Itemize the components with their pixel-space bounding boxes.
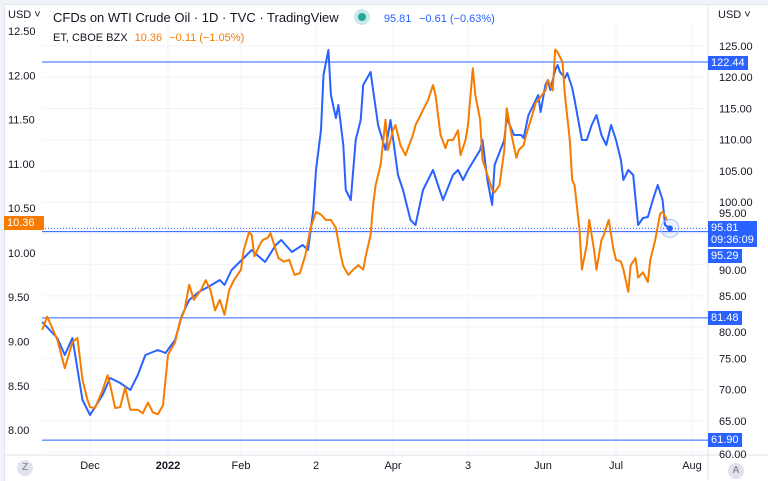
right-axis-tick: 100.00 [719, 197, 753, 209]
compare-change: −0.11 (−1.05%) [169, 32, 245, 44]
compare-symbol: ET, CBOE BZX [53, 32, 128, 44]
market-open-icon [358, 13, 367, 21]
left-currency-label: USD [8, 9, 32, 21]
time-axis-tick: 2 [313, 460, 319, 472]
left-axis-tick: 9.00 [8, 336, 29, 348]
left-last-price-badge: 10.36 [4, 216, 44, 230]
time-axis-tick: Apr [384, 460, 401, 472]
left-axis-tick: 10.50 [8, 203, 36, 215]
right-currency-select[interactable]: USD ˅ [718, 9, 751, 21]
left-axis-tick: 11.00 [8, 159, 35, 171]
right-axis-tick: 75.00 [719, 353, 747, 365]
time-axis-tick: 3 [465, 460, 471, 472]
time-axis-tick: 2022 [156, 460, 180, 472]
right-axis-tick: 125.00 [719, 41, 753, 53]
last-price-badge: 95.81 09:36:09 [708, 221, 757, 247]
right-axis-tick: 80.00 [719, 327, 747, 339]
chevron-down-icon: ˅ [31, 9, 41, 21]
symbol-title: CFDs on WTI Crude Oil · 1D · TVC · Tradi… [53, 10, 339, 25]
left-currency-select[interactable]: USD ˅ [8, 9, 41, 21]
right-axis-tick: 95.00 [719, 208, 747, 220]
time-axis-tick: Jun [534, 460, 552, 472]
time-axis-tick: Aug [682, 460, 702, 472]
left-axis-tick: 12.00 [8, 70, 36, 82]
right-axis-tick: 65.00 [719, 416, 747, 428]
right-axis-tick: 115.00 [719, 103, 752, 115]
last-price-dot [666, 225, 673, 232]
right-axis-tick: 120.00 [719, 72, 753, 84]
time-axis-tick: Jul [609, 460, 623, 472]
main-series-legend[interactable]: CFDs on WTI Crude Oil · 1D · TVC · Tradi… [53, 10, 495, 25]
wti-series-line[interactable] [41, 49, 671, 416]
hline-price-badge: 122.44 [708, 56, 748, 70]
main-price: 95.81 [383, 13, 412, 25]
zoom-button[interactable]: Z [17, 460, 33, 476]
chart-pane[interactable] [4, 4, 768, 481]
last-price: 95.81 [711, 222, 739, 234]
left-axis-tick: 8.00 [8, 425, 29, 437]
compare-series-legend[interactable]: ET, CBOE BZX 10.36 −0.11 (−1.05%) [53, 32, 244, 44]
right-axis-tick: 105.00 [719, 166, 753, 178]
right-axis-tick: 85.00 [719, 291, 747, 303]
right-currency-label: USD [718, 9, 742, 21]
left-axis-tick: 11.50 [8, 115, 35, 127]
right-axis-tick: 70.00 [719, 385, 747, 397]
compare-price: 10.36 [134, 32, 163, 44]
bar-countdown: 09:36:09 [711, 234, 754, 246]
right-axis-tick: 90.00 [719, 265, 747, 277]
chevron-down-icon: ˅ [741, 9, 751, 21]
right-axis-tick: 110.00 [719, 135, 752, 147]
time-axis-tick: Feb [232, 460, 251, 472]
hline-price-badge: 61.90 [708, 433, 742, 447]
main-change: −0.61 (−0.63%) [419, 13, 495, 25]
hline-price-badge: 95.29 [708, 249, 742, 263]
right-axis-tick: 60.00 [719, 449, 747, 461]
left-axis-tick: 9.50 [8, 292, 29, 304]
left-axis-tick: 8.50 [8, 381, 29, 393]
auto-scale-button[interactable]: A [728, 463, 744, 479]
time-axis-tick: Dec [80, 460, 100, 472]
et-series-line[interactable] [41, 48, 669, 416]
left-axis-tick: 10.00 [8, 248, 36, 260]
left-axis-tick: 12.50 [8, 26, 36, 38]
hline-price-badge: 81.48 [708, 311, 742, 325]
